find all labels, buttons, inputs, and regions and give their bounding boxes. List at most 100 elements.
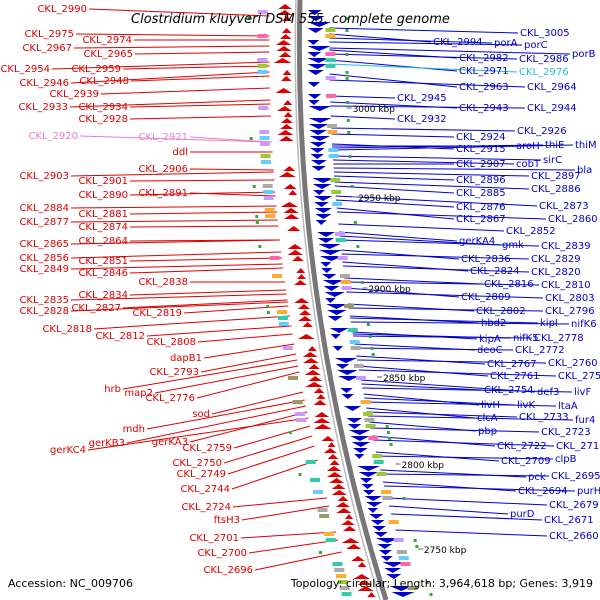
feature-box	[309, 478, 320, 482]
feature-dot	[386, 431, 390, 434]
gene-label: CKL_2836	[461, 254, 511, 265]
label-connector	[341, 249, 460, 260]
forward-gene-glyph	[361, 484, 374, 489]
label-connector	[337, 211, 547, 220]
feature-box	[257, 34, 268, 38]
feature-dot	[266, 305, 270, 308]
forward-gene-glyph	[370, 520, 385, 525]
forward-gene-glyph	[307, 52, 322, 57]
label-connector	[211, 391, 304, 415]
forward-gene-glyph	[335, 364, 350, 369]
gene-label: clpB	[555, 454, 577, 465]
feature-box	[295, 412, 306, 416]
reverse-gene-glyph	[331, 490, 347, 495]
feature-box	[347, 328, 358, 332]
label-connector	[129, 115, 271, 120]
gene-label: CKL_2695	[551, 471, 600, 482]
forward-gene-glyph	[307, 22, 331, 27]
label-connector	[353, 335, 533, 339]
label-connector	[367, 415, 574, 421]
feature-box	[264, 208, 275, 212]
ruler-label: 2750 kbp	[424, 546, 467, 556]
label-connector	[196, 371, 300, 399]
label-connector	[355, 347, 514, 351]
label-connector	[358, 369, 557, 377]
gene-label: CKL_2749	[176, 469, 226, 480]
reverse-gene-glyph	[276, 106, 293, 111]
gene-label: gerKB3	[89, 438, 125, 449]
feature-box	[325, 76, 336, 80]
gene-label: CKL_2838	[138, 277, 188, 288]
reverse-gene-glyph	[323, 448, 337, 453]
label-connector	[341, 253, 530, 260]
forward-gene-glyph	[359, 478, 373, 483]
feature-dot	[345, 17, 349, 20]
reverse-gene-glyph	[280, 202, 299, 207]
feature-box	[365, 424, 376, 428]
gene-label: CKL_2982	[459, 53, 509, 64]
feature-box	[288, 376, 299, 380]
reverse-gene-glyph	[313, 388, 325, 393]
gene-label: CKL_2963	[459, 82, 509, 93]
gene-label: CKL_2796	[545, 306, 595, 317]
label-connector	[332, 144, 544, 149]
forward-gene-glyph	[321, 274, 337, 279]
reverse-gene-glyph	[296, 274, 306, 279]
reverse-gene-glyph	[327, 454, 339, 459]
feature-box	[360, 400, 371, 404]
reverse-gene-glyph	[346, 544, 362, 549]
label-connector	[232, 497, 328, 508]
label-connector	[223, 435, 313, 464]
reverse-gene-glyph	[273, 58, 292, 63]
gene-label: CKL_2846	[78, 268, 128, 279]
gene-label: thiE	[545, 140, 564, 151]
reverse-gene-glyph	[313, 418, 331, 423]
gene-label: CKL_2802	[476, 306, 526, 317]
forward-gene-glyph	[369, 514, 384, 519]
label-connector	[367, 411, 518, 418]
feature-dot	[385, 425, 389, 428]
label-connector	[376, 455, 554, 460]
gene-tracks	[247, 4, 433, 597]
feature-box	[325, 28, 336, 32]
feature-dot	[345, 77, 349, 80]
gene-label: hrb	[104, 384, 121, 395]
feature-box	[325, 58, 336, 62]
feature-dot	[388, 437, 392, 440]
forward-gene-glyph	[307, 46, 331, 51]
gene-label: CKL_2986	[519, 54, 569, 65]
gene-label: porB	[572, 49, 596, 60]
forward-gene-glyph	[312, 184, 332, 189]
reverse-gene-glyph	[326, 472, 343, 477]
forward-gene-glyph	[307, 28, 324, 33]
forward-gene-glyph	[320, 262, 332, 267]
feature-box	[336, 574, 347, 578]
gene-label: CKL_2891	[138, 188, 188, 199]
forward-gene-glyph	[315, 220, 327, 225]
gene-label: mdh	[123, 424, 145, 435]
label-connector	[339, 239, 540, 247]
reverse-gene-glyph	[321, 436, 335, 441]
forward-gene-glyph	[364, 496, 382, 501]
forward-gene-glyph	[321, 268, 333, 273]
feature-box	[325, 538, 336, 542]
gene-label: CKL_2816	[484, 279, 534, 290]
gene-label: CKL_2710	[556, 441, 600, 452]
forward-gene-glyph	[348, 430, 371, 435]
feature-box	[271, 274, 282, 278]
label-connector	[363, 393, 480, 406]
feature-dot	[350, 185, 354, 188]
reverse-gene-glyph	[337, 496, 349, 501]
forward-gene-glyph	[334, 358, 358, 363]
feature-box	[292, 400, 303, 404]
forward-gene-glyph	[332, 346, 344, 351]
gene-label: CKL_2724	[181, 502, 231, 513]
gene-label: CKL_2671	[544, 515, 594, 526]
feature-box	[407, 586, 418, 590]
label-connector	[146, 325, 292, 337]
feature-box	[335, 232, 346, 236]
forward-gene-glyph	[352, 448, 368, 453]
feature-dot	[356, 245, 360, 248]
feature-box	[319, 514, 330, 518]
forward-gene-glyph	[310, 160, 327, 165]
